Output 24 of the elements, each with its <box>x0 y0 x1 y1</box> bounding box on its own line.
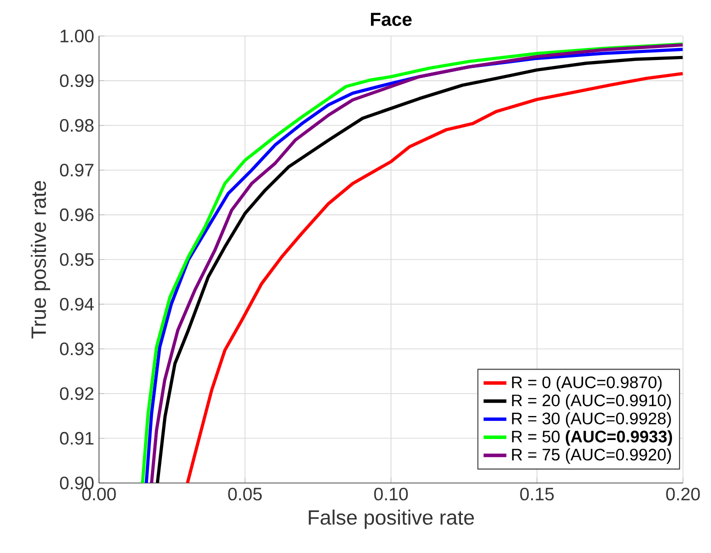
y-tick-label: 0.97 <box>60 164 94 176</box>
y-tick-label: 0.94 <box>60 298 94 311</box>
chart-title: Face <box>370 12 412 26</box>
y-tick-label: 0.93 <box>60 342 94 356</box>
y-axis-title: True positive rate <box>30 180 50 338</box>
y-tick-label: 0.99 <box>60 74 94 88</box>
legend-label: R = 50 (AUC=0.9933) <box>512 430 672 446</box>
y-tick-label: 0.98 <box>60 119 94 132</box>
legend-label: R = 30 (AUC=0.9928) <box>512 412 671 428</box>
x-axis-title: False positive rate <box>308 510 474 529</box>
y-tick-label: 0.92 <box>60 387 94 400</box>
y-tick-label: 0.91 <box>60 432 94 445</box>
x-tick-label: 0.10 <box>374 488 408 500</box>
y-tick-label: 1.00 <box>60 30 94 42</box>
x-tick-label: 0.05 <box>228 488 262 500</box>
legend-label: R = 20 (AUC=0.9910) <box>512 394 671 410</box>
x-tick-label: 0.00 <box>82 488 116 500</box>
y-tick-label: 0.96 <box>60 208 94 222</box>
legend-label: R = 75 (AUC=0.9920) <box>512 448 671 464</box>
y-tick-label: 0.95 <box>60 253 94 266</box>
x-tick-label: 0.15 <box>520 488 554 500</box>
x-tick-label: 0.20 <box>666 488 700 500</box>
legend-label: R = 0 (AUC=0.9870) <box>512 376 662 392</box>
y-tick-label: 0.90 <box>60 476 94 490</box>
